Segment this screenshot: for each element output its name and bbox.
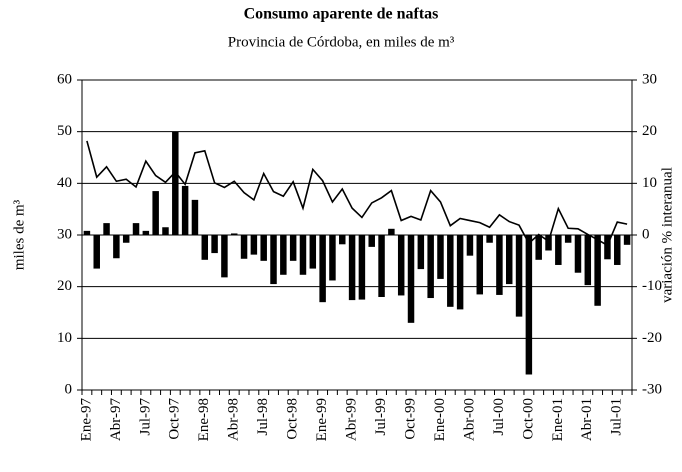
bar (201, 235, 209, 260)
bar (152, 191, 159, 235)
x-tick-label: Abr-97 (108, 398, 124, 442)
bar (309, 235, 317, 269)
y-tick-label: 30 (57, 226, 72, 242)
y2-tick-label: 30 (642, 71, 657, 87)
bar (211, 235, 218, 254)
bar (604, 235, 611, 260)
bar (113, 235, 120, 259)
bar (221, 235, 228, 278)
y-tick-label: 20 (57, 278, 72, 294)
bar (525, 235, 533, 375)
x-tick-label: Jul-01 (609, 398, 625, 436)
bar (594, 235, 601, 306)
bar (535, 235, 542, 260)
bar (407, 235, 415, 323)
bar (270, 235, 277, 285)
bar (368, 235, 375, 247)
bar (496, 235, 503, 295)
bar (83, 230, 91, 235)
bar (623, 235, 631, 245)
bar (280, 235, 287, 275)
x-tick-label: Jul-97 (137, 398, 153, 436)
y-tick-label: 0 (65, 381, 73, 397)
bar (378, 235, 385, 297)
bar (614, 235, 621, 265)
x-tick-label: Abr-00 (461, 398, 477, 441)
line (86, 140, 628, 247)
bar (564, 235, 572, 243)
bar (545, 235, 552, 251)
bar (466, 235, 474, 256)
bar (427, 235, 434, 299)
y2-tick-label: 0 (642, 226, 650, 242)
bar (555, 235, 562, 265)
y-tick-label: 10 (57, 330, 72, 346)
bar (250, 235, 258, 255)
y-axis-label: miles de m³ (11, 199, 27, 270)
bar (584, 235, 592, 286)
bar (240, 235, 248, 259)
bar (103, 223, 110, 235)
x-tick-label: Abr-98 (226, 398, 242, 441)
bar (191, 199, 199, 235)
x-tick-label: Ene-97 (78, 398, 94, 442)
x-tick-label: Oct-98 (285, 398, 301, 440)
chart-title: Consumo aparente de naftas (244, 6, 439, 23)
bar (319, 235, 326, 303)
bar (397, 235, 405, 296)
bar (476, 235, 484, 295)
bar (172, 131, 179, 235)
bar (142, 230, 150, 235)
bar (447, 235, 454, 307)
x-tick-label: Ene-98 (196, 398, 212, 441)
bar (329, 235, 336, 281)
y-tick-label: 60 (57, 71, 72, 87)
y2-tick-label: 10 (642, 175, 657, 191)
chart-subtitle: Provincia de Córdoba, en miles de m³ (228, 34, 455, 50)
bar (299, 235, 307, 275)
x-tick-label: Oct-97 (167, 398, 183, 440)
x-tick-label: Jul-00 (491, 398, 507, 436)
x-tick-label: Jul-98 (255, 398, 271, 436)
bar (358, 235, 366, 300)
y2-tick-label: -30 (642, 381, 662, 397)
bar (437, 235, 444, 279)
bar (505, 235, 513, 285)
bar (348, 235, 356, 301)
bar (515, 235, 523, 317)
bar (574, 235, 582, 273)
bar (417, 235, 425, 270)
bar (132, 223, 140, 235)
bar (181, 185, 189, 235)
bar (122, 235, 130, 243)
y-tick-label: 40 (57, 175, 72, 191)
bar (289, 235, 297, 261)
y2-tick-label: 20 (642, 123, 657, 139)
x-tick-label: Abr-01 (579, 398, 595, 441)
x-tick-label: Ene-01 (550, 398, 566, 441)
bar (162, 227, 169, 235)
x-tick-label: Ene-99 (314, 398, 330, 441)
y-tick-label: 50 (57, 123, 72, 139)
bar (486, 235, 493, 243)
x-tick-label: Jul-99 (373, 398, 389, 436)
y2-axis-label: variación % interanual (659, 167, 675, 303)
x-tick-label: Ene-00 (432, 398, 448, 441)
x-tick-label: Oct-00 (520, 398, 536, 440)
bar (230, 233, 238, 235)
bar (93, 235, 100, 269)
y2-tick-label: -20 (642, 330, 662, 346)
x-tick-label: Abr-99 (344, 398, 360, 441)
bar (456, 235, 464, 310)
x-tick-label: Oct-99 (402, 398, 418, 440)
bar (260, 235, 267, 261)
y2-tick-label: -10 (642, 278, 662, 294)
bar (388, 228, 395, 235)
bar (339, 235, 346, 245)
